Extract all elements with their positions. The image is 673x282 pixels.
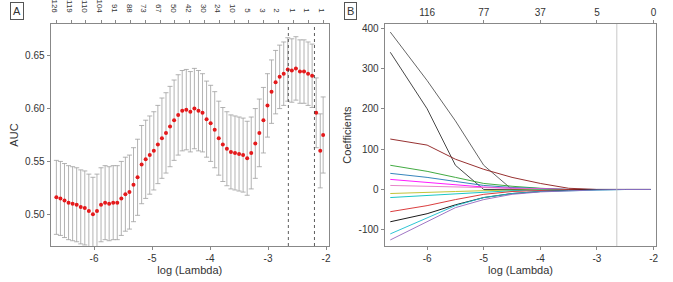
- svg-text:88: 88: [125, 4, 134, 13]
- svg-text:-4: -4: [206, 253, 215, 264]
- svg-text:37: 37: [535, 7, 547, 18]
- svg-text:1: 1: [288, 8, 297, 13]
- svg-text:log (Lambda): log (Lambda): [157, 264, 222, 276]
- svg-text:-2: -2: [322, 253, 331, 264]
- svg-text:400: 400: [362, 23, 379, 34]
- svg-text:1: 1: [317, 8, 326, 13]
- svg-text:-6: -6: [423, 253, 432, 264]
- svg-text:1: 1: [302, 8, 311, 13]
- svg-text:-4: -4: [536, 253, 545, 264]
- svg-text:10: 10: [228, 4, 237, 13]
- svg-text:Coefficients: Coefficients: [341, 106, 353, 164]
- svg-text:-3: -3: [264, 253, 273, 264]
- svg-text:AUC: AUC: [8, 123, 20, 146]
- svg-text:42: 42: [184, 4, 193, 13]
- svg-text:5: 5: [243, 8, 252, 13]
- svg-text:200: 200: [362, 103, 379, 114]
- svg-text:77: 77: [478, 7, 490, 18]
- svg-text:100: 100: [362, 144, 379, 155]
- svg-text:119: 119: [65, 0, 74, 13]
- svg-text:30: 30: [199, 4, 208, 13]
- svg-text:-5: -5: [479, 253, 488, 264]
- svg-text:-2: -2: [649, 253, 658, 264]
- svg-text:log (Lambda): log (Lambda): [488, 264, 553, 276]
- svg-text:116: 116: [419, 7, 435, 18]
- svg-text:67: 67: [154, 4, 163, 13]
- svg-text:126: 126: [50, 0, 59, 13]
- svg-text:110: 110: [80, 0, 89, 13]
- svg-text:0.60: 0.60: [25, 103, 45, 114]
- svg-text:5: 5: [594, 7, 600, 18]
- svg-text:-5: -5: [148, 253, 157, 264]
- svg-text:0.55: 0.55: [25, 156, 45, 167]
- svg-text:-6: -6: [90, 253, 99, 264]
- svg-text:91: 91: [110, 4, 119, 13]
- svg-text:50: 50: [169, 4, 178, 13]
- svg-text:0.65: 0.65: [25, 50, 45, 61]
- svg-text:300: 300: [362, 63, 379, 74]
- svg-text:0: 0: [373, 184, 379, 195]
- svg-text:0: 0: [651, 7, 657, 18]
- svg-text:A: A: [13, 5, 21, 17]
- svg-text:24: 24: [213, 4, 222, 13]
- svg-text:104: 104: [95, 0, 104, 13]
- svg-text:3: 3: [258, 8, 267, 13]
- svg-text:-100: -100: [359, 224, 379, 235]
- svg-text:-3: -3: [593, 253, 602, 264]
- svg-text:2: 2: [272, 8, 281, 13]
- svg-text:73: 73: [139, 4, 148, 13]
- svg-text:0.50: 0.50: [25, 209, 45, 220]
- svg-text:B: B: [347, 5, 354, 17]
